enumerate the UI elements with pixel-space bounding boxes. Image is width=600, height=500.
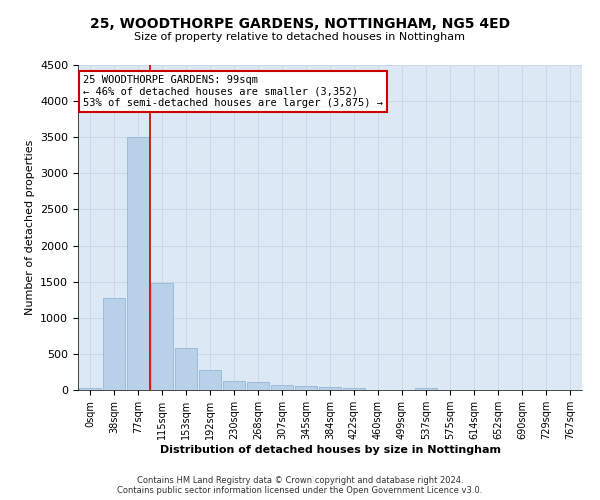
Text: Contains HM Land Registry data © Crown copyright and database right 2024.
Contai: Contains HM Land Registry data © Crown c… [118, 476, 482, 495]
Bar [415, 388, 437, 390]
Bar [247, 382, 269, 390]
Text: 25, WOODTHORPE GARDENS, NOTTINGHAM, NG5 4ED: 25, WOODTHORPE GARDENS, NOTTINGHAM, NG5 … [90, 18, 510, 32]
Bar [127, 137, 149, 390]
Text: 25 WOODTHORPE GARDENS: 99sqm
← 46% of detached houses are smaller (3,352)
53% of: 25 WOODTHORPE GARDENS: 99sqm ← 46% of de… [83, 74, 383, 108]
Bar [271, 384, 293, 390]
Bar [103, 298, 125, 390]
Bar [199, 370, 221, 390]
Text: Size of property relative to detached houses in Nottingham: Size of property relative to detached ho… [134, 32, 466, 42]
Bar [319, 387, 341, 390]
Bar [223, 380, 245, 390]
Bar [151, 284, 173, 390]
Bar [343, 388, 365, 390]
Y-axis label: Number of detached properties: Number of detached properties [25, 140, 35, 315]
Bar [175, 348, 197, 390]
Bar [295, 386, 317, 390]
X-axis label: Distribution of detached houses by size in Nottingham: Distribution of detached houses by size … [160, 445, 500, 455]
Bar [79, 388, 101, 390]
